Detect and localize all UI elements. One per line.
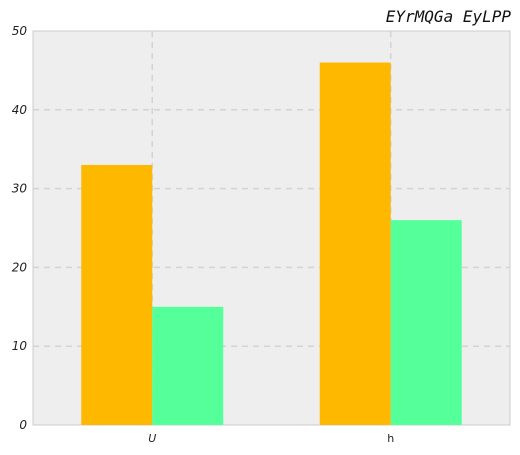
- y-tick-label: 40: [12, 103, 28, 117]
- chart-title: EYrMQGa EyLPP: [386, 7, 512, 26]
- x-tick-label: h: [387, 432, 394, 445]
- bars: [81, 62, 462, 426]
- bar-series0-h: [319, 62, 391, 426]
- x-tick-label: U: [148, 432, 156, 445]
- bar-series0-U: [81, 164, 153, 425]
- y-tick-label: 0: [19, 418, 27, 432]
- y-tick-label: 30: [12, 182, 28, 196]
- bar-series1-h: [390, 220, 462, 425]
- y-tick-label: 20: [12, 260, 28, 274]
- y-tick-label: 10: [12, 339, 28, 353]
- y-tick-label: 50: [12, 24, 28, 38]
- bar-series1-U: [152, 306, 224, 425]
- y-axis-ticks: 0 10 20 30 40 50: [12, 24, 28, 432]
